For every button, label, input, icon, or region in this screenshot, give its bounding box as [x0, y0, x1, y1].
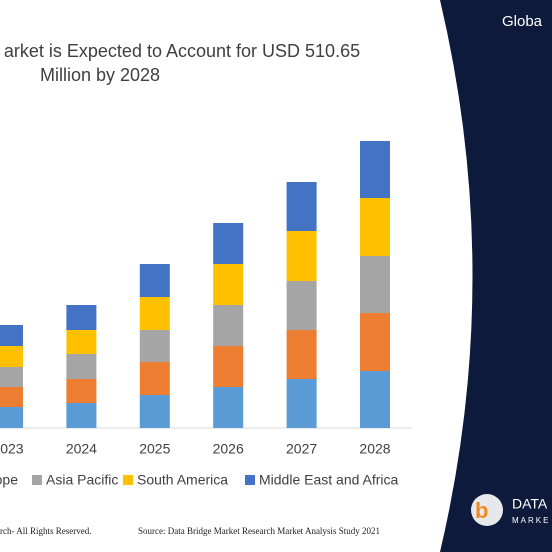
bar-segment [0, 367, 23, 387]
bar-segment [286, 379, 317, 428]
bar-segment [66, 305, 97, 330]
chart-title: arket is Expected to Account for USD 510… [4, 41, 360, 61]
bar-segment [139, 362, 170, 395]
x-tick-label: 2027 [286, 441, 317, 457]
x-tick-label: 2025 [139, 441, 170, 457]
bar-segment [213, 346, 244, 387]
bar-segment [360, 141, 390, 198]
bar-segment [360, 256, 390, 313]
bar-segment [139, 395, 170, 428]
bar-segment [66, 354, 97, 379]
bar-segment [66, 379, 97, 403]
bar-segment [213, 305, 244, 346]
legend-swatch [32, 475, 42, 485]
legend-swatch [123, 475, 133, 485]
bar-segment [0, 387, 23, 407]
bar-segment [286, 281, 317, 330]
legend-label: Asia Pacific [46, 472, 118, 488]
bar-segment [286, 182, 317, 231]
legend-label: Middle East and Africa [259, 472, 399, 488]
bar-segment [213, 387, 244, 428]
legend-label: South America [137, 472, 228, 488]
x-tick-label: 2026 [213, 441, 244, 457]
bar-segment [0, 346, 23, 367]
bar-segment [0, 325, 23, 346]
footer-rights: rch- All Rights Reserved. [0, 526, 92, 536]
bar-segment [139, 264, 170, 297]
logo-mark: b [475, 498, 488, 523]
bar-segment [66, 330, 97, 354]
legend-label: Europe [0, 472, 18, 488]
logo-icon [471, 494, 503, 526]
x-tick-label: 2028 [359, 441, 390, 457]
bar-segment [0, 407, 23, 428]
bar-segment [360, 198, 390, 256]
bar-segment [286, 330, 317, 379]
bar-segment [139, 297, 170, 330]
footer-source: Source: Data Bridge Market Research Mark… [138, 526, 380, 536]
bar-segment [360, 371, 390, 428]
side-panel [440, 0, 552, 552]
chart-title: Million by 2028 [40, 65, 160, 85]
logo-text: DATA [512, 496, 548, 512]
bar-segment [286, 231, 317, 281]
logo-text: MARKE [512, 516, 550, 525]
x-tick-label: 2024 [66, 441, 97, 457]
bar-segment [139, 330, 170, 362]
x-tick-label: 2023 [0, 441, 24, 457]
bar-segment [66, 403, 97, 428]
panel-heading: Globa [502, 13, 543, 30]
bar-segment [213, 223, 244, 264]
legend-swatch [245, 475, 255, 485]
bar-segment [360, 313, 390, 371]
bar-segment [213, 264, 244, 305]
